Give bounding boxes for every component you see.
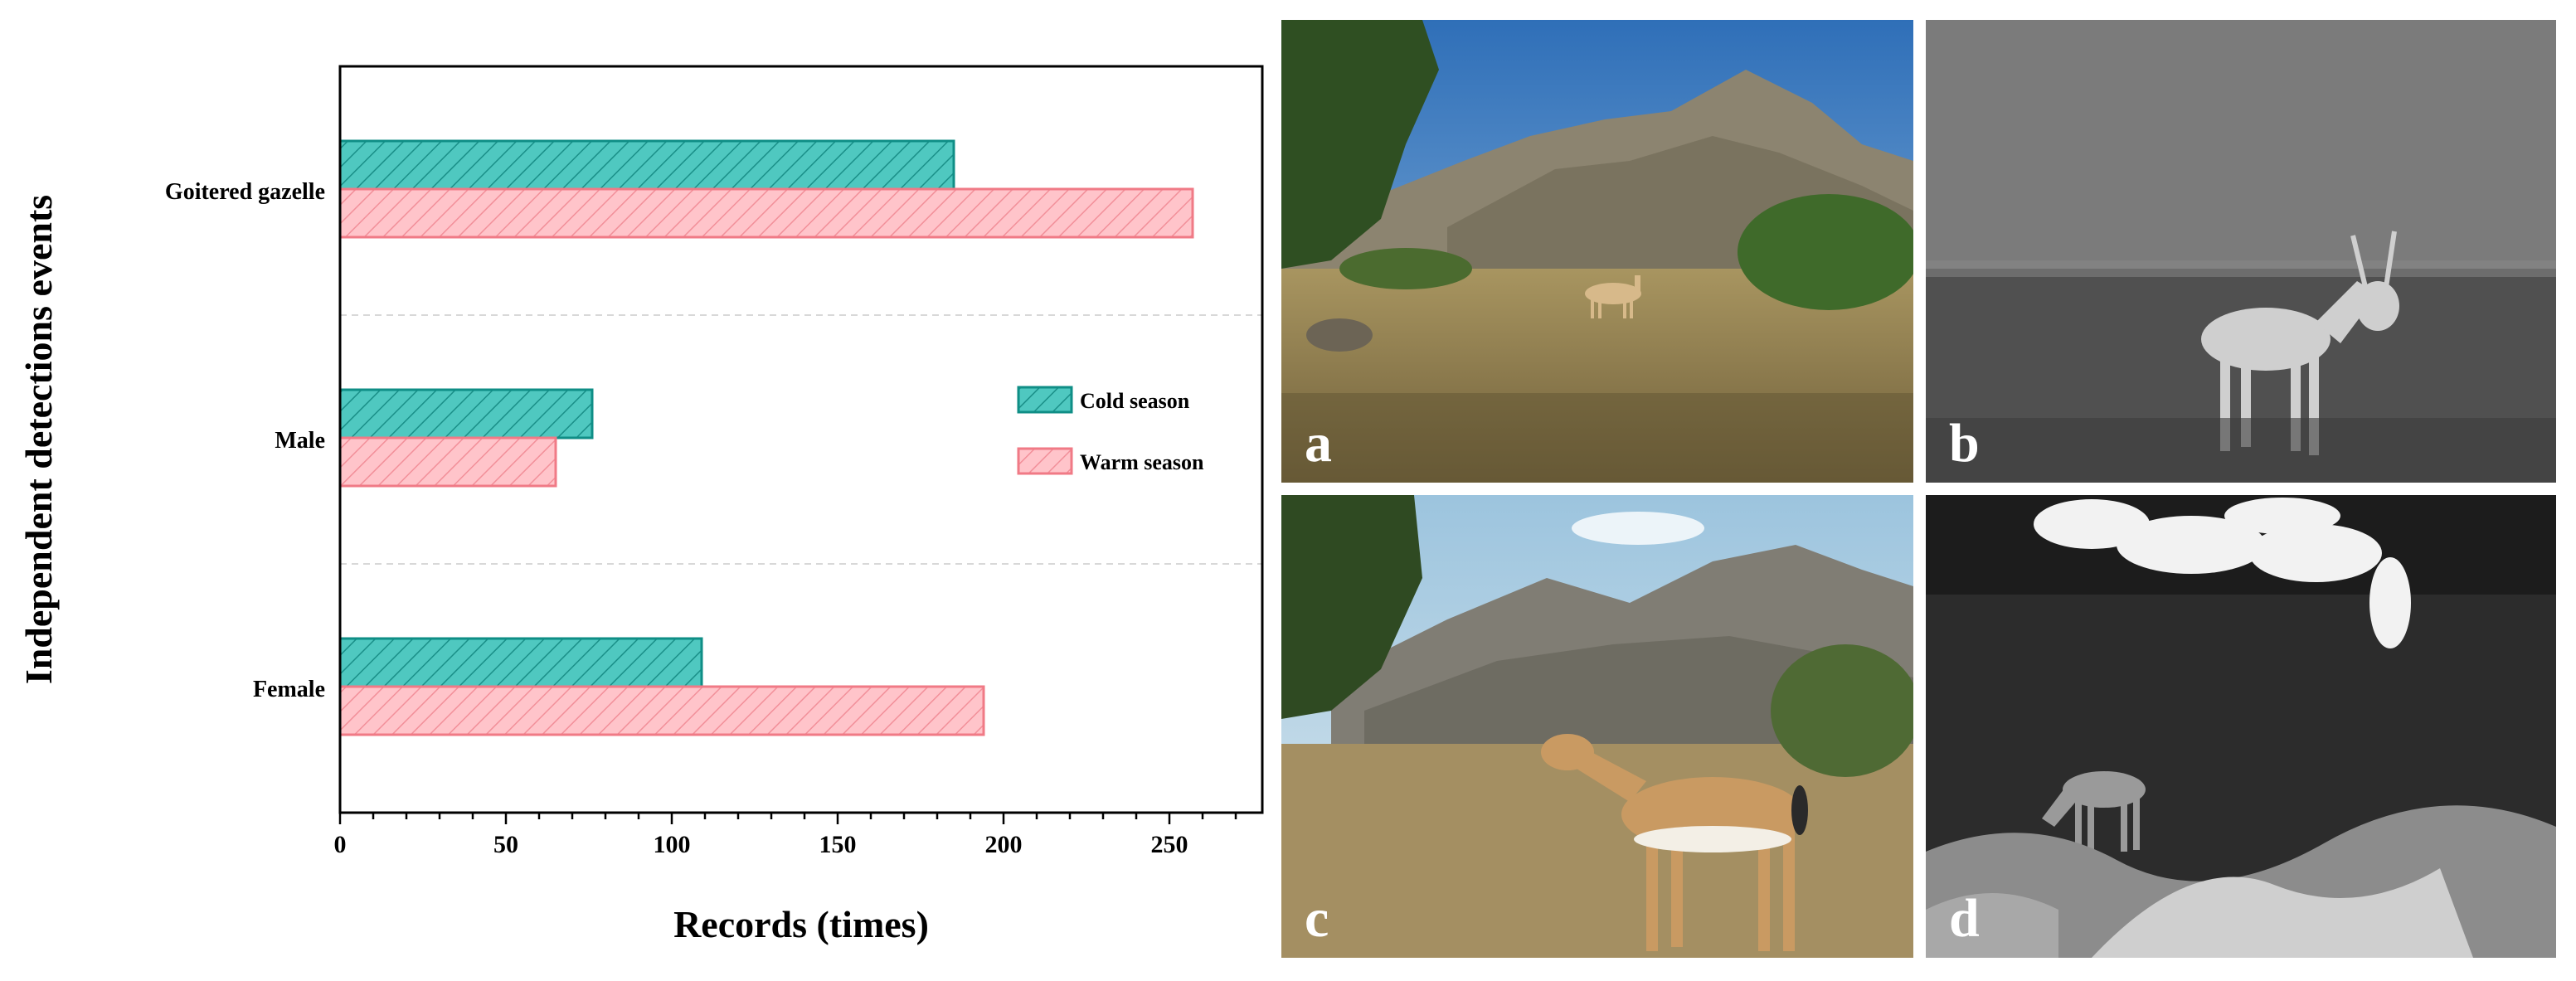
bar-chart: Goitered gazelle Male Female 0 50 100 150 200 2…: [17, 65, 1264, 945]
bar-female-cold: [338, 637, 703, 688]
category-label: Goitered gazelle: [165, 179, 325, 205]
photo-a-image: [1281, 20, 1913, 483]
photo-a: a: [1281, 20, 1913, 483]
category-labels: Goitered gazelle Male Female: [165, 179, 325, 702]
photo-b-label: b: [1949, 413, 1980, 474]
photo-c-image: [1281, 495, 1913, 958]
legend-swatch-warm: [1017, 447, 1073, 475]
photo-a-label: a: [1305, 413, 1332, 474]
photo-d-image: [1926, 495, 2556, 958]
x-tick-label: 100: [654, 831, 691, 858]
x-axis-ticks: 0 50 100 150 200 250: [334, 813, 1237, 858]
legend-label-warm: Warm season: [1080, 450, 1204, 474]
category-label: Male: [275, 428, 325, 454]
category-label: Female: [253, 677, 325, 702]
photo-d-label: d: [1949, 888, 1980, 949]
photo-b: b: [1926, 20, 2556, 483]
bar-male-cold: [338, 388, 594, 440]
legend-label-cold: Cold season: [1080, 389, 1190, 413]
legend-swatch-cold: [1017, 386, 1073, 414]
x-tick-label: 200: [985, 831, 1023, 858]
y-axis-label: Independent detections events: [17, 195, 60, 684]
bar-goitered-gazelle-cold: [338, 139, 955, 191]
x-tick-label: 50: [493, 831, 518, 858]
x-tick-label: 150: [819, 831, 857, 858]
bar-female-warm: [338, 685, 985, 736]
bar-male-warm: [338, 436, 557, 488]
category-separators: [340, 314, 1262, 565]
bars: [338, 139, 1194, 736]
x-tick-label: 250: [1151, 831, 1188, 858]
legend: Cold season Warm season: [1017, 386, 1204, 475]
photo-c: c: [1281, 495, 1913, 958]
x-tick-label: 0: [334, 831, 347, 858]
bar-goitered-gazelle-warm: [338, 187, 1194, 239]
photo-c-label: c: [1305, 888, 1329, 949]
photo-d: d: [1926, 495, 2556, 958]
x-axis-label: Records (times): [673, 903, 929, 945]
plot-frame: [338, 65, 1264, 814]
photo-b-image: [1926, 20, 2556, 483]
